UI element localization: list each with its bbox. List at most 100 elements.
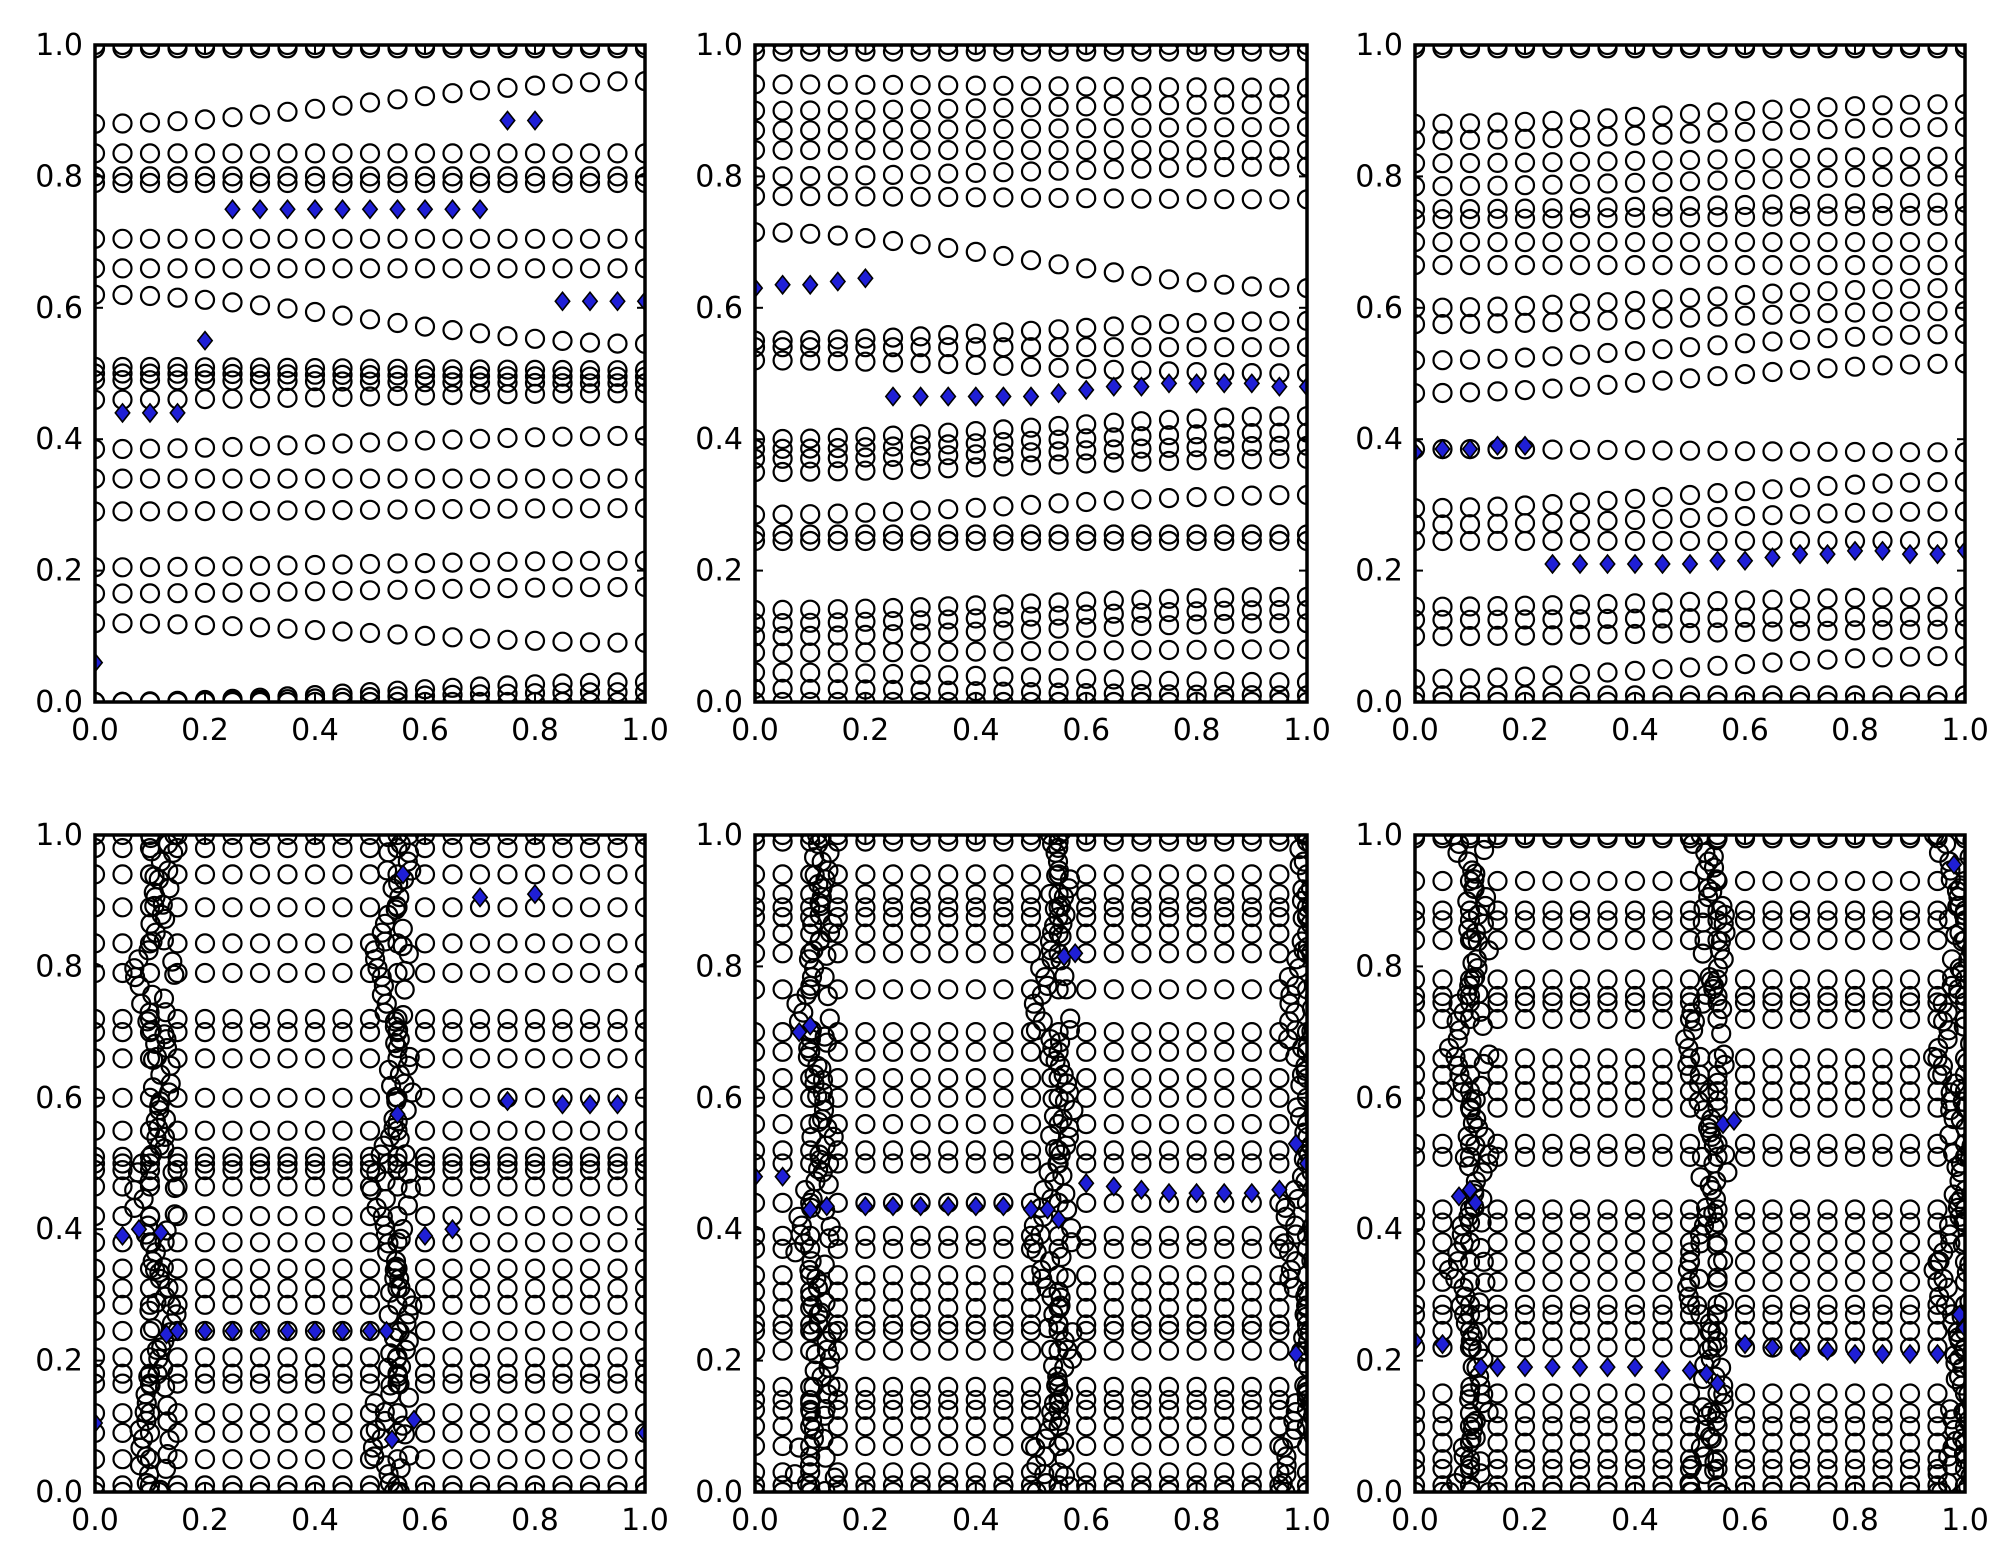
circle-point: [938, 835, 959, 846]
circle-point: [772, 222, 793, 243]
circle-point: [1415, 969, 1426, 990]
circle-point: [1652, 105, 1673, 126]
circle-point: [1942, 1409, 1963, 1430]
circle-point: [304, 897, 326, 918]
circle-point: [882, 1281, 904, 1302]
circle-point: [882, 1021, 904, 1043]
circle-point: [1789, 441, 1811, 462]
circle-point: [1927, 606, 1948, 627]
circle-point: [1269, 1153, 1290, 1174]
circle-point: [1020, 943, 1042, 964]
circle-point: [882, 99, 904, 120]
circle-point: [1817, 206, 1838, 227]
circle-point: [1477, 1153, 1499, 1174]
circle-point: [1214, 1399, 1235, 1421]
circle-point: [194, 1120, 216, 1141]
circle-point: [1241, 906, 1262, 928]
circle-point: [1899, 1294, 1921, 1315]
circle-point: [800, 330, 821, 351]
circle-point: [140, 835, 161, 849]
circle-point: [1817, 1449, 1838, 1470]
circle-point: [1103, 95, 1124, 117]
circle-point: [938, 1087, 959, 1108]
diamond-point: [1901, 543, 1919, 565]
circle-point: [155, 1002, 176, 1023]
circle-point: [1103, 640, 1124, 661]
circle-point: [442, 385, 463, 406]
circle-point: [634, 1153, 645, 1174]
circle-point: [1076, 617, 1097, 638]
circle-point: [1103, 1140, 1124, 1161]
circle-point: [95, 897, 106, 918]
x-tick-label: 0.4: [291, 713, 339, 748]
circle-point: [332, 500, 353, 521]
circle-point: [442, 499, 463, 520]
circle-point: [1542, 312, 1563, 333]
circle-point: [800, 1238, 821, 1260]
circle-point: [359, 371, 381, 392]
circle-point: [965, 45, 986, 62]
circle-point: [469, 578, 491, 599]
circle-point: [1459, 625, 1481, 647]
circle-point: [1569, 293, 1591, 314]
circle-point: [1624, 1199, 1646, 1220]
circle-point: [938, 1389, 959, 1411]
circle-point: [1037, 1317, 1059, 1339]
circle-point: [1214, 45, 1235, 56]
circle-point: [304, 1449, 326, 1470]
circle-point: [1762, 929, 1783, 951]
circle-point: [1569, 151, 1591, 172]
circle-point: [1734, 1432, 1756, 1453]
circle-point: [1076, 835, 1097, 852]
circle-point: [1569, 1475, 1591, 1492]
circle-point: [1927, 192, 1948, 213]
circle-point: [1241, 117, 1262, 138]
circle-point: [304, 864, 326, 885]
circle-point: [965, 337, 986, 358]
diamond-point: [1105, 1176, 1123, 1197]
circle-point: [1432, 350, 1453, 371]
circle-point: [818, 1174, 839, 1195]
circle-point: [1734, 590, 1756, 611]
panel-bottom-middle: 0.0 0.2 0.4 0.6 0.8 1.00.00.20.40.60.81.0: [695, 818, 1331, 1538]
circle-point: [1241, 1481, 1262, 1492]
circle-point: [1652, 1416, 1673, 1437]
circle-point: [144, 895, 165, 917]
x-tick-label: 0.4: [1611, 713, 1659, 748]
circle-point: [1542, 685, 1563, 702]
circle-point: [1415, 530, 1426, 552]
circle-point: [965, 864, 986, 885]
circle-point: [755, 662, 766, 683]
circle-point: [1214, 1087, 1235, 1108]
circle-point: [1624, 232, 1646, 253]
circle-point: [1514, 900, 1536, 921]
circle-point: [938, 75, 959, 96]
circle-point: [910, 1340, 931, 1361]
circle-point: [552, 498, 573, 519]
circle-point: [1186, 312, 1207, 334]
circle-point: [1131, 864, 1152, 885]
circle-point: [1762, 1081, 1783, 1102]
circle-point: [755, 923, 766, 944]
circle-point: [249, 1481, 271, 1492]
circle-point: [1789, 329, 1811, 350]
circle-point: [1899, 1475, 1921, 1492]
circle-point: [993, 1340, 1014, 1361]
circle-point: [1186, 424, 1207, 445]
circle-point: [167, 258, 188, 279]
circle-point: [1872, 1081, 1893, 1102]
circle-point: [442, 933, 463, 954]
circle-point: [1954, 645, 1965, 667]
circle-point: [938, 609, 959, 630]
circle-point: [1624, 593, 1646, 614]
circle-point: [1951, 961, 1965, 982]
circle-point: [380, 1282, 401, 1303]
circle-point: [1296, 884, 1307, 905]
circle-point: [1158, 1153, 1180, 1174]
circle-point: [882, 119, 904, 140]
circle-point: [882, 140, 904, 161]
circle-point: [1844, 356, 1866, 377]
circle-point: [1303, 1429, 1307, 1445]
circle-point: [1817, 1294, 1838, 1315]
circle-point: [249, 835, 271, 846]
